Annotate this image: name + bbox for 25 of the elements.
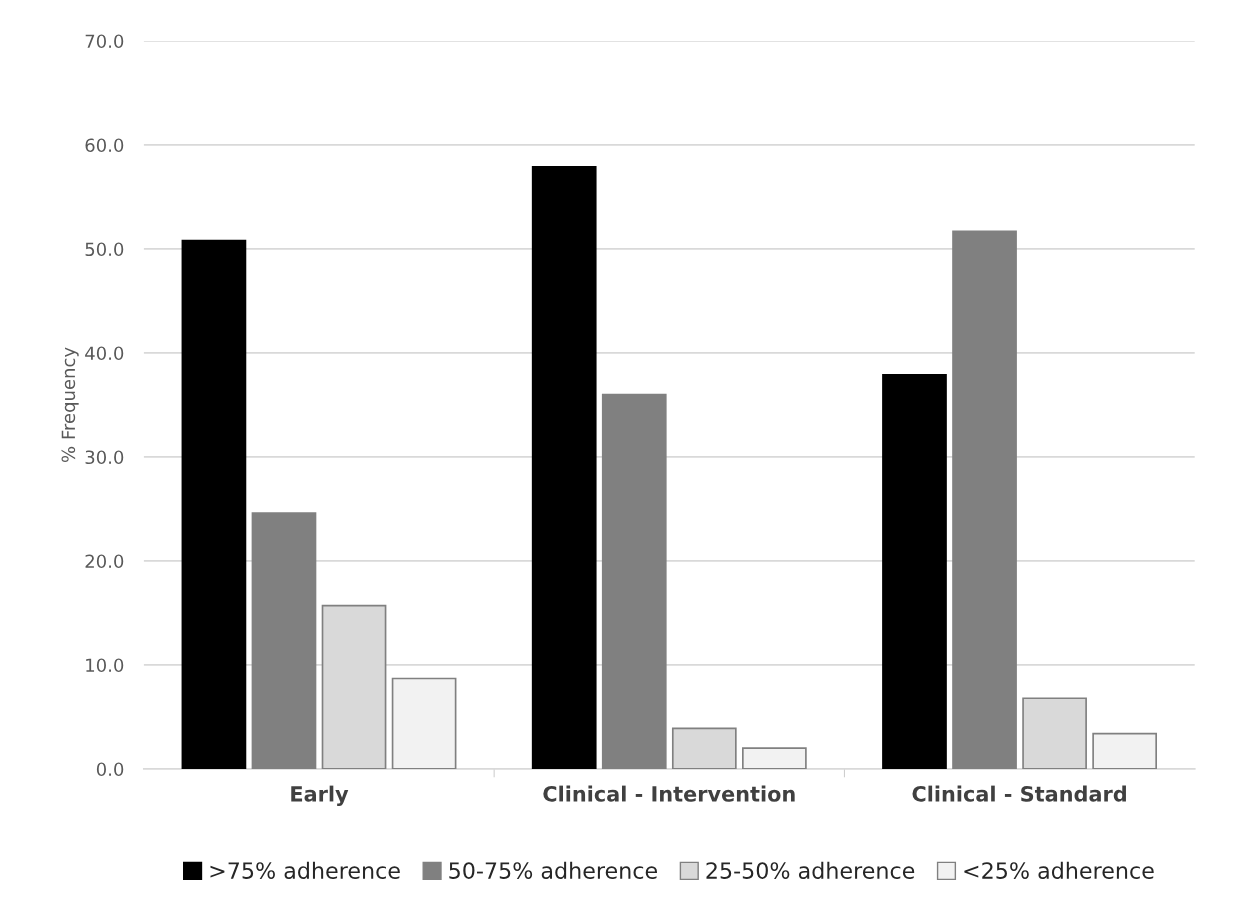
legend-label: 25-50% adherence xyxy=(706,861,915,879)
y-tick-label: 40.0 xyxy=(85,346,124,361)
bar xyxy=(391,677,457,769)
bar xyxy=(1092,732,1158,769)
y-tick-label: 30.0 xyxy=(85,450,124,465)
y-tick-label: 60.0 xyxy=(85,138,124,153)
bar xyxy=(952,230,1017,769)
y-tick-label: 20.0 xyxy=(85,554,124,569)
bar xyxy=(882,373,947,769)
bar xyxy=(601,393,667,769)
legend-label: <25% adherence xyxy=(964,861,1154,879)
x-tick-label: Clinical - Standard xyxy=(912,785,1126,802)
legend-label: 50-75% adherence xyxy=(449,861,657,879)
bar xyxy=(742,747,807,769)
y-tick-label: 0.0 xyxy=(96,762,124,777)
y-tick-label: 70.0 xyxy=(85,34,124,49)
y-tick-label: 50.0 xyxy=(85,242,124,257)
x-tick-label: Clinical - Intervention xyxy=(543,785,795,802)
bar xyxy=(531,165,597,769)
legend-label: >75% adherence xyxy=(210,861,400,879)
bar xyxy=(251,512,317,769)
x-tick-label: Early xyxy=(291,785,349,806)
y-tick-label: 10.0 xyxy=(86,658,124,673)
bar xyxy=(181,239,247,769)
y-axis-title: % Frequency xyxy=(61,347,79,463)
